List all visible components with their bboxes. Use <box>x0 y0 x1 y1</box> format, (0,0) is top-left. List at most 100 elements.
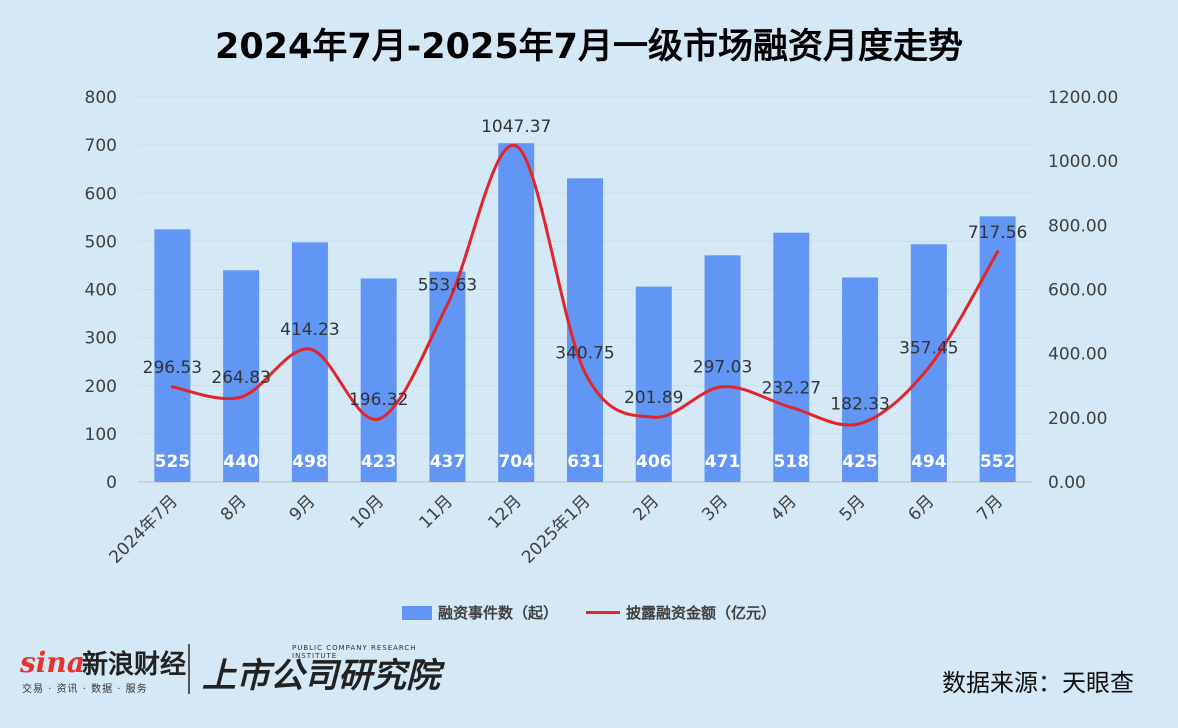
y-left-tick-label: 0 <box>106 473 117 493</box>
y-right-tick-label: 0.00 <box>1048 473 1086 493</box>
line-point <box>721 385 725 389</box>
line-value-label: 232.27 <box>762 378 821 398</box>
line-value-label: 182.33 <box>830 395 889 415</box>
bar-value-label: 494 <box>911 452 947 472</box>
bar-value-label: 631 <box>567 452 603 472</box>
bar-value-label: 518 <box>774 452 810 472</box>
y-right-tick-label: 1000.00 <box>1048 152 1118 172</box>
sina-name: 新浪财经 <box>82 650 187 680</box>
x-tick-label: 9月 <box>286 491 320 525</box>
bar-value-label: 406 <box>636 452 672 472</box>
bar <box>498 143 535 482</box>
bar-value-label: 525 <box>155 452 191 472</box>
bar <box>979 216 1016 482</box>
legend-label-line: 披露融资金额（亿元） <box>626 604 777 622</box>
line-point <box>170 385 174 389</box>
bar-value-label: 423 <box>361 452 397 472</box>
y-left-tick-label: 300 <box>85 329 117 349</box>
y-left-tick-label: 100 <box>85 425 117 445</box>
bar <box>154 229 191 482</box>
y-left-tick-label: 600 <box>85 184 117 204</box>
line-point <box>514 144 518 148</box>
bar-value-label: 425 <box>842 452 878 472</box>
legend-label-bars: 融资事件数（起） <box>437 604 558 622</box>
bar <box>842 277 879 482</box>
line-value-label: 717.56 <box>968 223 1027 243</box>
research-institute-subtitle: PUBLIC COMPANY RESEARCH INSTITUTE <box>292 644 417 660</box>
chart-plot: 0 100 200 300 400 500 600 700 800 0.00 200.00 400.… <box>85 88 1119 568</box>
legend-item-bars[interactable]: 融资事件数（起） <box>401 602 558 623</box>
x-tick-label: 2月 <box>629 491 663 525</box>
line-point <box>996 250 1000 254</box>
line-value-label: 196.32 <box>349 390 408 410</box>
y-left-tick-label: 800 <box>85 88 117 108</box>
legend: 融资事件数（起） 披露融资金额（亿元） <box>0 602 1178 623</box>
y-left-tick-label: 200 <box>85 377 117 397</box>
y-left-tick-label: 500 <box>85 232 117 252</box>
bar <box>360 278 397 482</box>
footer-brand: sina 新浪财经 交易 · 资讯 · 数据 · 服务 PUBLIC COMPA… <box>20 640 440 696</box>
x-tick-label: 8月 <box>217 491 251 525</box>
line-value-label: 264.83 <box>211 368 270 388</box>
line-value-label: 201.89 <box>624 388 683 408</box>
line-point <box>789 405 793 409</box>
legend-swatch-line <box>586 611 620 614</box>
x-tick-label: 3月 <box>698 491 732 525</box>
bar <box>773 232 810 482</box>
x-tick-label: 2025年1月 <box>518 491 594 567</box>
bar <box>291 242 328 482</box>
bar-value-label: 440 <box>223 452 259 472</box>
y-left-tick-label: 400 <box>85 281 117 301</box>
bar-value-label: 498 <box>292 452 328 472</box>
line-value-label: 357.45 <box>899 338 958 358</box>
bar-value-label: 552 <box>980 452 1016 472</box>
bar <box>567 178 603 483</box>
x-tick-label: 7月 <box>973 491 1007 525</box>
bar-series: 525 440 498 423 437 704 631 406 471 518 425 494 552 <box>154 143 1016 483</box>
chart-title: 2024年7月-2025年7月一级市场融资月度走势 <box>214 27 964 67</box>
brand-divider <box>188 644 190 694</box>
y-left-tick-label: 700 <box>85 136 117 156</box>
line-point <box>583 371 587 375</box>
bar-value-label: 704 <box>498 452 534 472</box>
data-source: 数据来源：天眼查 <box>942 669 1134 697</box>
y-axis-left: 0 100 200 300 400 500 600 700 800 <box>85 88 117 493</box>
line-point <box>308 347 312 351</box>
bar <box>704 255 741 482</box>
line-series: 296.53 264.83 414.23 196.32 553.63 1047.37 340… <box>143 117 1027 427</box>
x-tick-label: 12月 <box>484 491 525 532</box>
line-value-label: 414.23 <box>280 320 339 340</box>
line-point <box>377 417 381 421</box>
sina-tagline: 交易 · 资讯 · 数据 · 服务 <box>22 684 148 695</box>
y-right-tick-label: 800.00 <box>1048 216 1107 236</box>
x-tick-label: 5月 <box>836 491 870 525</box>
bar <box>223 270 260 482</box>
x-tick-label: 2024年7月 <box>105 491 181 567</box>
x-tick-label: 4月 <box>767 491 801 525</box>
line-point <box>445 302 449 306</box>
x-tick-label: 11月 <box>416 491 457 532</box>
line-value-label: 553.63 <box>418 275 477 295</box>
line-value-label: 296.53 <box>143 358 202 378</box>
legend-swatch-bars <box>401 605 432 620</box>
legend-item-line[interactable]: 披露融资金额（亿元） <box>586 602 776 623</box>
line-point <box>652 415 656 419</box>
y-right-tick-label: 1200.00 <box>1048 88 1118 108</box>
y-axis-right: 0.00 200.00 400.00 600.00 800.00 1000.00 1200.… <box>1048 88 1118 493</box>
bar <box>910 244 947 482</box>
bar-value-label: 471 <box>705 452 741 472</box>
x-tick-label: 10月 <box>347 491 388 532</box>
line-value-label: 297.03 <box>693 358 752 378</box>
y-right-tick-label: 600.00 <box>1048 281 1107 301</box>
line-point <box>858 422 862 426</box>
line-value-label: 340.75 <box>555 344 614 364</box>
y-right-tick-label: 400.00 <box>1048 345 1107 365</box>
x-tick-label: 6月 <box>905 491 939 525</box>
bar <box>635 286 672 482</box>
line-point <box>239 395 243 399</box>
y-right-tick-label: 200.00 <box>1048 409 1107 429</box>
bar-value-label: 437 <box>430 452 466 472</box>
sina-logo: sina <box>20 646 85 679</box>
